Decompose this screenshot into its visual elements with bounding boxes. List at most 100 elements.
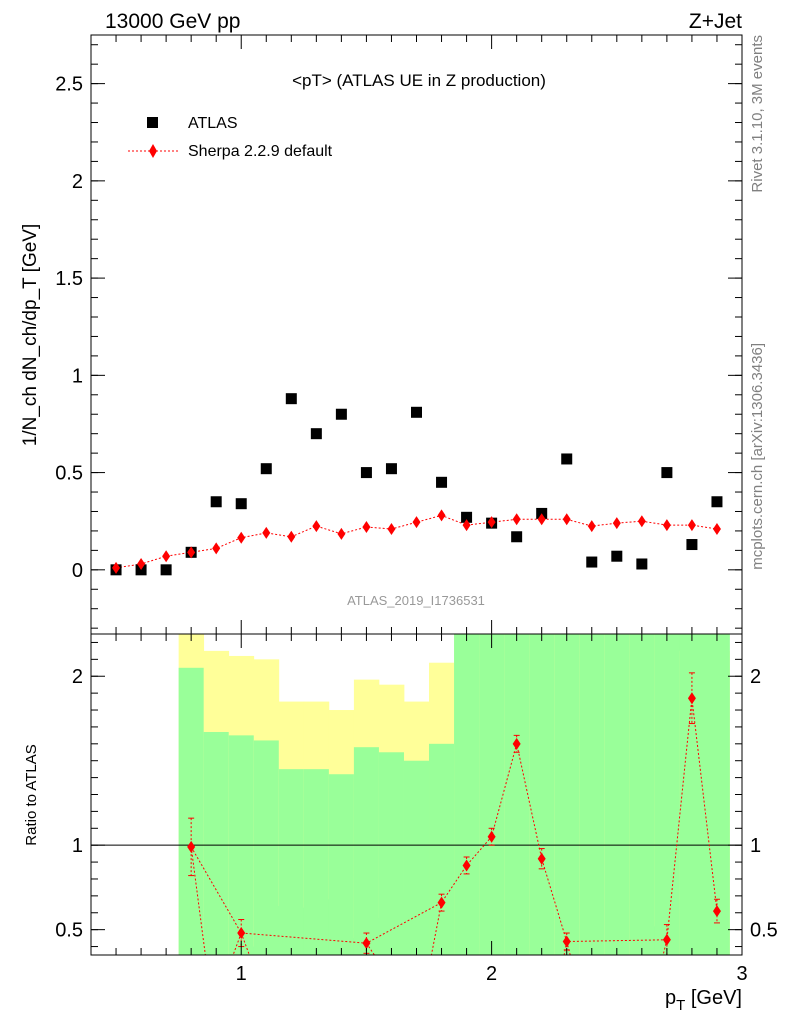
sherpa-point [437, 509, 446, 522]
inner-uncertainty-bin [504, 634, 530, 955]
sherpa-point [162, 550, 171, 563]
inner-uncertainty-bin [654, 634, 680, 955]
ratio-y-tick-label-right: 2 [750, 666, 761, 688]
ratio-point [237, 927, 246, 940]
inner-uncertainty-bin [203, 731, 230, 955]
ratio-point [462, 859, 471, 872]
atlas-point [636, 558, 648, 570]
inner-uncertainty-bin [454, 634, 480, 955]
ratio-offscale-segment [232, 932, 242, 955]
ratio-point [512, 737, 521, 750]
ratio-series-group [91, 672, 742, 955]
plot-title: <pT> (ATLAS UE in Z production) [292, 71, 546, 90]
inner-uncertainty-bin [353, 747, 380, 955]
main-y-tick-label: 2.5 [55, 74, 83, 96]
atlas-point [611, 550, 623, 562]
inner-uncertainty-bin [378, 752, 405, 955]
ratio-panel: 0.5 0.5 1 1 2 2 1 2 3 Ratio to ATLAS pT [GeV] [23, 633, 778, 1014]
main-y-tick-label: 2 [72, 171, 83, 193]
main-y-tick-label: 0.5 [55, 463, 83, 485]
atlas-point [461, 511, 473, 523]
sherpa-point [512, 513, 521, 526]
main-plot-series [110, 393, 723, 576]
sherpa-point [137, 557, 146, 570]
sherpa-point [562, 513, 571, 526]
main-plot-ticks: 0 0.5 1 1.5 2 2.5 [55, 35, 742, 634]
ratio-offscale-segment [430, 902, 443, 955]
inner-uncertainty-bin [554, 634, 580, 955]
inner-uncertainty-bin [579, 634, 605, 955]
inner-uncertainty-bin [278, 769, 305, 955]
legend-atlas-marker [147, 117, 158, 128]
atlas-point [385, 463, 397, 475]
inner-uncertainty-bin [403, 760, 430, 955]
sherpa-point [487, 516, 496, 529]
x-tick-label: 3 [736, 963, 747, 985]
atlas-point [686, 539, 698, 551]
sherpa-point [637, 515, 646, 528]
sherpa-point [362, 521, 371, 534]
inner-uncertainty-bin [429, 743, 455, 955]
atlas-point [586, 556, 598, 568]
ratio-point [437, 896, 446, 909]
inner-uncertainty-bin [604, 634, 630, 955]
process-label: Z+Jet [689, 10, 742, 33]
sherpa-point [712, 522, 721, 535]
ratio-y-tick-label: 1 [72, 835, 83, 857]
inner-uncertainty-bin [253, 740, 280, 955]
main-y-tick-label: 1 [72, 365, 83, 387]
ratio-frame [90, 633, 743, 956]
ratio-point [712, 905, 721, 918]
atlas-point [210, 496, 222, 508]
main-y-axis-label: 1/N_ch dN_ch/dp_T [GeV] [20, 224, 41, 447]
sherpa-point [237, 531, 246, 544]
sherpa-point [537, 513, 546, 526]
ratio-line [190, 698, 718, 944]
ratio-y-tick-label: 2 [72, 666, 83, 688]
rivet-label: Rivet 3.1.10, 3M events [749, 35, 766, 193]
ratio-point [362, 937, 371, 950]
atlas-point [335, 408, 347, 420]
sherpa-point [687, 519, 696, 532]
sherpa-point [312, 520, 321, 533]
sherpa-point [612, 517, 621, 530]
ratio-uncertainty-bands [178, 634, 730, 955]
ratio-y-axis-label: Ratio to ATLAS [23, 744, 40, 845]
atlas-point [260, 463, 272, 475]
inner-uncertainty-bin [629, 634, 655, 955]
atlas-point [661, 467, 673, 479]
ratio-y-tick-label-right: 0.5 [750, 920, 778, 942]
sherpa-point [662, 519, 671, 532]
legend-atlas-label: ATLAS [188, 115, 238, 132]
sherpa-point [587, 520, 596, 533]
atlas-point [436, 476, 448, 488]
sherpa-point [387, 522, 396, 535]
x-tick-label: 2 [486, 963, 497, 985]
x-tick-label: 1 [236, 963, 247, 985]
sherpa-point [462, 519, 471, 532]
legend-sherpa-label: Sherpa 2.2.9 default [188, 143, 333, 160]
ratio-series [91, 672, 742, 955]
atlas-point [711, 496, 723, 508]
ratio-point [537, 852, 546, 865]
ratio-ticks: 0.5 0.5 1 1 2 2 1 2 3 [55, 634, 778, 985]
x-axis-label: pT [GeV] [665, 987, 742, 1014]
sherpa-point [412, 516, 421, 529]
inner-uncertainty-bin [679, 634, 730, 955]
atlas-point [411, 406, 422, 418]
atlas-point [285, 393, 297, 405]
ratio-offscale-segment [240, 932, 250, 955]
ratio-point [487, 830, 496, 843]
sherpa-point [112, 561, 121, 574]
ratio-point [687, 692, 696, 705]
ratio-point [662, 933, 671, 946]
main-y-tick-label: 0 [72, 560, 83, 582]
analysis-label: ATLAS_2019_I1736531 [347, 593, 485, 608]
atlas-point [235, 498, 247, 510]
sherpa-point [262, 526, 271, 539]
energy-label: 13000 GeV pp [105, 10, 240, 33]
atlas-point [310, 428, 322, 440]
sherpa-point [287, 530, 296, 543]
mcplots-label: mcplots.cern.ch [arXiv:1306.3436] [749, 343, 766, 570]
